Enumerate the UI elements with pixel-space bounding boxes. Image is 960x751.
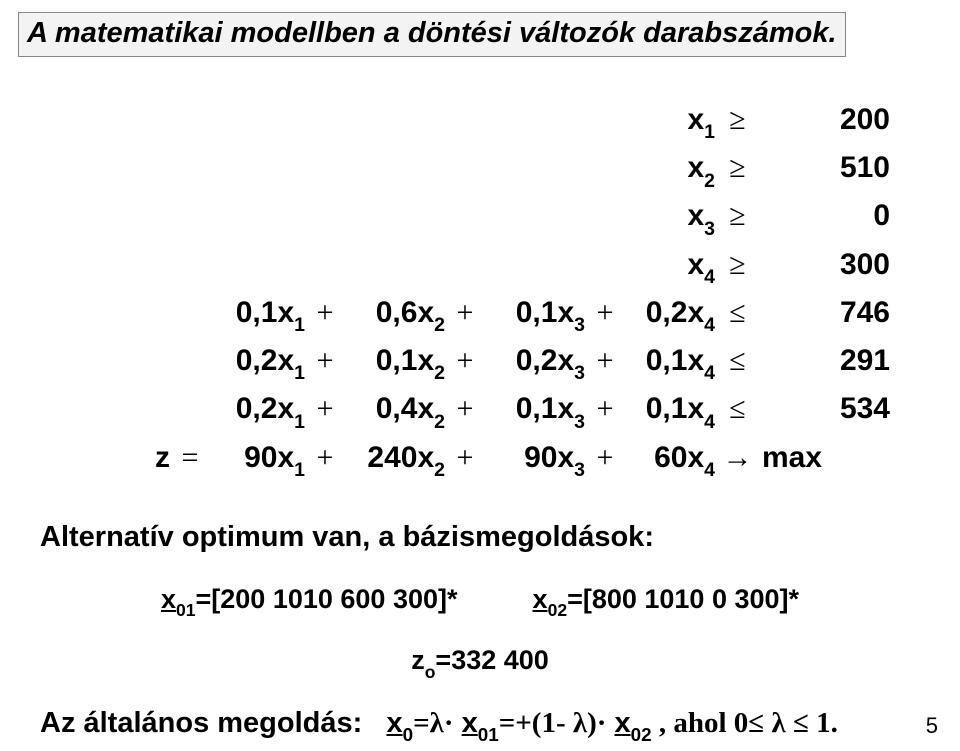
rel-cell: ≤ — [715, 338, 760, 385]
coef-cell: 0,2x3 — [485, 338, 585, 386]
rel-cell: ≥ — [715, 145, 760, 192]
z-label: z — [411, 645, 425, 675]
rel-cell: ≤ — [715, 290, 760, 337]
rhs-cell: 510 — [760, 145, 890, 192]
var-cell: x3 — [625, 193, 715, 241]
rel-cell: ≥ — [715, 97, 760, 144]
coef-cell: 0,2x1 — [210, 338, 305, 386]
var-cell: x4 — [625, 242, 715, 290]
general-solution-prefix: Az általános megoldás: — [40, 707, 362, 739]
bound-row: x4 ≥ 300 — [100, 242, 960, 290]
coef-cell: 0,1x4 — [625, 386, 715, 434]
bound-row: x1 ≥ 200 — [100, 97, 960, 145]
coef-cell: 0,2x1 — [210, 386, 305, 434]
alt-optimum-text: Alternatív optimum van, a bázismegoldáso… — [40, 521, 942, 554]
solution-x01-label: x — [161, 584, 176, 614]
rhs-cell: 0 — [760, 193, 890, 240]
rel-cell: ≤ — [715, 386, 760, 433]
solution-x02-value: =[800 1010 0 300]* — [567, 584, 799, 614]
rel-cell: ≥ — [715, 193, 760, 240]
coef-cell: 0,1x3 — [485, 386, 585, 434]
rhs-cell: 534 — [760, 386, 890, 433]
objective-row: z = 90x1 + 240x2 + 90x3 + 60x4 → max — [100, 435, 960, 483]
coef-cell: 90x3 — [485, 435, 585, 483]
z-value: =332 400 — [435, 645, 548, 675]
coef-cell: 0,1x1 — [210, 290, 305, 338]
bound-row: x2 ≥ 510 — [100, 145, 960, 193]
page-title: A matematikai modellben a döntési változ… — [18, 12, 846, 57]
basic-solutions-line: x01=[200 1010 600 300]* x02=[800 1010 0 … — [18, 584, 942, 619]
solution-x01-value: =[200 1010 600 300]* — [196, 584, 458, 614]
constraint-row: 0,2x1 + 0,4x2 + 0,1x3 + 0,1x4 ≤ 534 — [100, 386, 960, 434]
constraint-row: 0,2x1 + 0,1x2 + 0,2x3 + 0,1x4 ≤ 291 — [100, 338, 960, 386]
var-cell: x1 — [625, 97, 715, 145]
coef-cell: 0,4x2 — [345, 386, 445, 434]
page-number: 5 — [926, 713, 938, 739]
rhs-cell: 746 — [760, 290, 890, 337]
rel-cell: ≥ — [715, 242, 760, 289]
coef-cell: 60x4 — [625, 435, 715, 483]
rhs-cell: 300 — [760, 242, 890, 289]
general-solution-tail: , ahol 0≤ λ ≤ 1. — [652, 707, 838, 739]
optimal-value-line: zo=332 400 — [18, 645, 942, 680]
objective-direction: max — [760, 435, 892, 482]
coef-cell: 0,1x4 — [625, 338, 715, 386]
objective-lhs: z — [100, 435, 170, 482]
var-cell: x2 — [625, 145, 715, 193]
coef-cell: 0,2x4 — [625, 290, 715, 338]
solution-x02-label: x — [533, 584, 548, 614]
coef-cell: 90x1 — [210, 435, 305, 483]
constraint-row: 0,1x1 + 0,6x2 + 0,1x3 + 0,2x4 ≤ 746 — [100, 290, 960, 338]
rhs-cell: 200 — [760, 97, 890, 144]
lp-model-block: x1 ≥ 200 x2 ≥ 510 x3 ≥ 0 x4 — [100, 97, 960, 483]
coef-cell: 0,1x3 — [485, 290, 585, 338]
bound-row: x3 ≥ 0 — [100, 193, 960, 241]
coef-cell: 0,1x2 — [345, 338, 445, 386]
general-solution-line: Az általános megoldás: x0=λ· x01=+(1- λ)… — [40, 707, 942, 744]
arrow-icon: → — [715, 435, 760, 482]
objective-eq: = — [170, 435, 210, 482]
coef-cell: 0,6x2 — [345, 290, 445, 338]
coef-cell: 240x2 — [345, 435, 445, 483]
rhs-cell: 291 — [760, 338, 890, 385]
